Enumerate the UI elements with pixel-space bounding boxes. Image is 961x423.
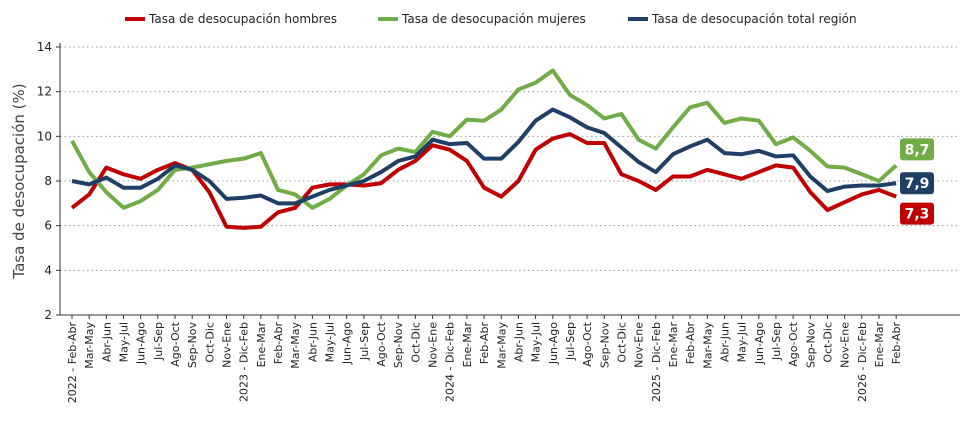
x-tick-label: Feb-Abr	[272, 322, 285, 365]
x-tick-label: Oct-Dic	[615, 322, 628, 363]
x-tick-label: May-Jul	[530, 322, 543, 362]
end-label: 7,3	[905, 207, 930, 223]
x-tick-label: Oct-Dic	[203, 322, 216, 363]
x-tick-label: Mar-May	[701, 322, 714, 369]
x-tick-label: Oct-Dic	[821, 322, 834, 363]
x-tick-label: Feb-Abr	[890, 322, 903, 365]
legend-label: Tasa de desocupación mujeres	[401, 12, 586, 26]
x-tick-label: Oct-Dic	[409, 322, 422, 363]
x-tick-label: Jun-Ago	[753, 322, 766, 365]
end-label: 8,7	[905, 142, 930, 158]
y-tick-label: 6	[44, 219, 52, 233]
x-tick-label: Mar-May	[495, 322, 508, 369]
end-badge	[900, 172, 934, 195]
x-tick-label: Sep-Nov	[804, 322, 817, 369]
x-tick-label: Sep-Nov	[392, 322, 405, 369]
y-tick-label: 2	[44, 308, 52, 322]
x-tick-label: Ago-Oct	[787, 321, 800, 366]
x-tick-label: 2025 - Dic-Feb	[650, 322, 663, 402]
x-tick-label: Nov-Ene	[221, 322, 234, 368]
x-tick-label: Abr-Jun	[100, 322, 113, 362]
x-tick-label: Feb-Abr	[684, 322, 697, 365]
y-tick-label: 8	[44, 174, 52, 188]
x-tick-label: Jul-Sep	[770, 322, 783, 361]
y-tick-label: 14	[37, 40, 52, 54]
x-tick-label: Jun-Ago	[547, 322, 560, 365]
end-badge	[900, 138, 934, 161]
x-tick-label: May-Jul	[118, 322, 131, 362]
x-tick-label: Nov-Ene	[839, 322, 852, 368]
x-tick-label: Ene-Mar	[873, 322, 886, 368]
end-label: 7,9	[905, 176, 930, 192]
x-tick-label: Sep-Nov	[598, 322, 611, 369]
x-tick-label: Ago-Oct	[581, 321, 594, 366]
x-tick-label: Ago-Oct	[375, 321, 388, 366]
legend-label: Tasa de desocupación total región	[651, 12, 857, 26]
y-tick-label: 12	[37, 85, 52, 99]
y-axis-label: Tasa de desocupación (%)	[10, 83, 28, 279]
x-tick-label: Sep-Nov	[186, 322, 199, 369]
y-tick-label: 10	[37, 129, 52, 143]
x-tick-label: Abr-Jun	[306, 322, 319, 362]
x-tick-label: Abr-Jun	[512, 322, 525, 362]
x-tick-label: May-Jul	[324, 322, 337, 362]
x-tick-label: Ene-Mar	[255, 322, 268, 368]
x-tick-label: Ene-Mar	[461, 322, 474, 368]
x-tick-label: Nov-Ene	[633, 322, 646, 368]
x-tick-label: Ene-Mar	[667, 322, 680, 368]
series-line	[70, 68, 898, 210]
x-tick-label: Jul-Sep	[564, 322, 577, 361]
x-tick-label: Jul-Sep	[358, 322, 371, 361]
series-line	[70, 132, 897, 230]
x-tick-label: Mar-May	[83, 322, 96, 369]
x-tick-label: 2022 - Feb-Abr	[66, 322, 79, 404]
legend-label: Tasa de desocupación hombres	[148, 12, 337, 26]
x-tick-label: Jun-Ago	[341, 322, 354, 365]
x-tick-label: Feb-Abr	[478, 322, 491, 365]
x-tick-label: Jun-Ago	[135, 322, 148, 365]
x-tick-label: Nov-Ene	[427, 322, 440, 368]
x-tick-label: 2026 - Dic-Feb	[856, 322, 869, 402]
x-tick-label: Ago-Oct	[169, 321, 182, 366]
x-tick-label: Jul-Sep	[152, 322, 165, 361]
y-tick-label: 4	[44, 263, 52, 277]
x-tick-label: Abr-Jun	[718, 322, 731, 362]
x-tick-label: Mar-May	[289, 322, 302, 369]
end-badge	[900, 202, 934, 225]
x-tick-label: 2024 - Dic-Feb	[444, 322, 457, 402]
x-tick-label: 2023 - Dic-Feb	[238, 322, 251, 402]
series-line	[71, 107, 897, 206]
x-tick-label: May-Jul	[736, 322, 749, 362]
